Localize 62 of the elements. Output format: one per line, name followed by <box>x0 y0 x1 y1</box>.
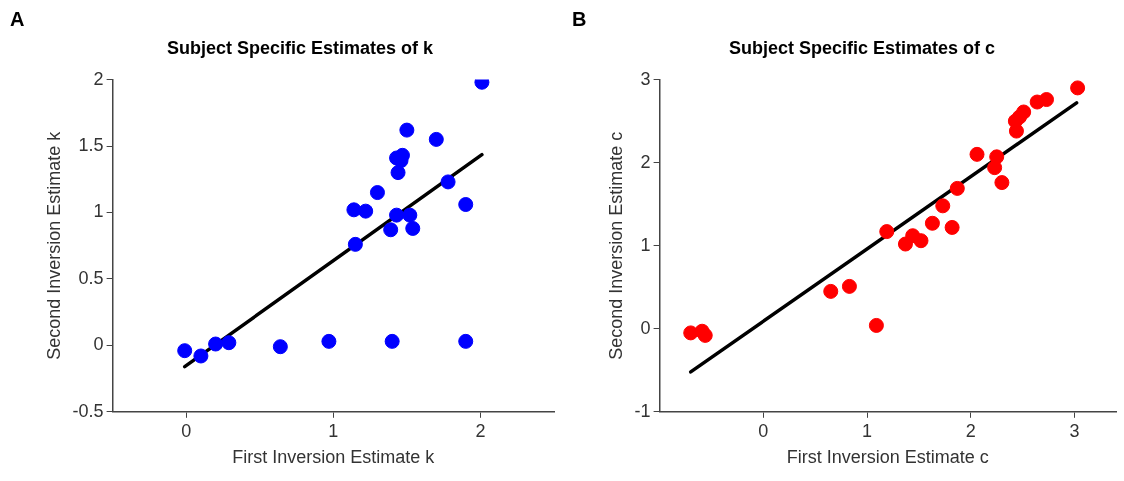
x-tick-label: 2 <box>965 420 976 441</box>
point <box>823 283 839 299</box>
x-tick-label: 1 <box>328 420 339 441</box>
point <box>994 175 1010 191</box>
x-axis-title: First Inversion Estimate c <box>786 447 989 468</box>
point <box>944 219 960 235</box>
point <box>989 149 1005 165</box>
point <box>347 236 363 252</box>
point <box>924 215 940 231</box>
y-tick-label: 2 <box>93 68 104 89</box>
chart-title: Subject Specific Estimates of k <box>166 37 435 58</box>
point <box>879 224 895 240</box>
text: B <box>572 8 587 31</box>
point <box>193 348 209 364</box>
y-tick-label: 0 <box>93 334 104 355</box>
x-tick-label: 2 <box>475 420 486 441</box>
point <box>440 174 456 190</box>
y-tick-label: 1 <box>640 234 651 255</box>
x-tick-label: 0 <box>758 420 769 441</box>
point <box>935 198 951 214</box>
y-tick-label: 0 <box>640 317 651 338</box>
y-tick-label: 0.5 <box>78 267 104 288</box>
text: A <box>10 8 25 31</box>
x-tick-label: 3 <box>1069 420 1080 441</box>
chart-title: Subject Specific Estimates of c <box>728 37 996 58</box>
point <box>969 146 985 162</box>
y-axis-title: Second Inversion Estimate k <box>43 130 64 360</box>
point <box>841 278 857 294</box>
y-axis-title: Second Inversion Estimate c <box>605 131 626 360</box>
x-axis-title: First Inversion Estimate k <box>232 447 436 468</box>
point <box>1070 80 1086 96</box>
point <box>949 180 965 196</box>
point <box>208 336 224 352</box>
point <box>402 207 418 223</box>
point <box>369 185 385 201</box>
y-tick-label: -1 <box>634 400 651 421</box>
point <box>321 333 337 349</box>
point <box>458 197 474 213</box>
point <box>868 317 884 333</box>
point <box>697 327 713 343</box>
y-tick-label: 2 <box>640 151 651 172</box>
point <box>384 333 400 349</box>
point <box>1016 104 1032 120</box>
point <box>389 207 405 223</box>
point <box>221 335 237 351</box>
y-tick-label: -0.5 <box>72 400 104 421</box>
y-tick-label: 1 <box>93 201 104 222</box>
point <box>428 131 444 147</box>
point <box>458 333 474 349</box>
point <box>913 233 929 249</box>
y-tick-label: 1.5 <box>78 135 104 156</box>
x-tick-label: 0 <box>181 420 192 441</box>
point <box>358 203 374 219</box>
point <box>390 165 406 181</box>
x-tick-label: 1 <box>862 420 873 441</box>
point <box>383 222 399 238</box>
point <box>1039 92 1054 108</box>
point <box>272 339 288 355</box>
point <box>399 122 415 138</box>
point <box>405 220 421 236</box>
point <box>177 343 193 359</box>
y-tick-label: 3 <box>640 68 651 89</box>
